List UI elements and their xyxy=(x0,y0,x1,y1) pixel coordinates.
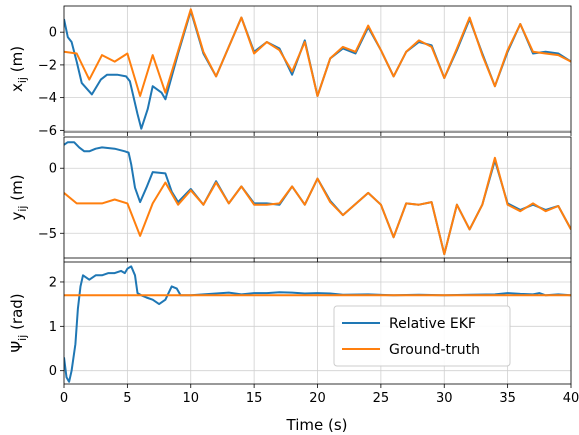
x-tick-label: 15 xyxy=(246,391,263,406)
legend-label-ekf: Relative EKF xyxy=(389,316,476,332)
x-tick-label: 35 xyxy=(499,391,516,406)
x-tick-label: 0 xyxy=(60,391,68,406)
y-axis-label: Ψij (rad) xyxy=(8,293,29,352)
x-tick-label: 25 xyxy=(373,391,390,406)
legend-frame xyxy=(333,305,511,367)
x-tick-label: 20 xyxy=(309,391,326,406)
y-tick-label: 0 xyxy=(49,364,57,379)
x-tick-label: 30 xyxy=(436,391,453,406)
panel-frame xyxy=(63,261,572,385)
x-tick-label: 40 xyxy=(563,391,579,406)
y-axis-label: xij (m) xyxy=(8,46,29,92)
y-tick-label: 2 xyxy=(49,275,57,290)
y-tick-label: 0 xyxy=(49,162,57,177)
y-tick-label: −5 xyxy=(38,227,57,242)
legend: Relative EKF Ground-truth xyxy=(333,305,511,367)
y-tick-label: 0 xyxy=(49,26,57,41)
panel-1: −6 −4 −2 0 xij (m) xyxy=(8,5,572,139)
panel-frame xyxy=(63,136,572,259)
series-ground-truth-line xyxy=(64,156,571,256)
x-tick-label: 10 xyxy=(182,391,199,406)
legend-label-gt: Ground-truth xyxy=(389,342,480,358)
y-tick-label: −4 xyxy=(38,91,57,106)
panel-2: −5 0 yij (m) xyxy=(8,136,572,262)
y-tick-label: −2 xyxy=(38,58,57,73)
x-axis-label: Time (s) xyxy=(286,416,348,434)
y-tick-label: 1 xyxy=(49,320,57,335)
y-axis-label: yij (m) xyxy=(8,174,29,220)
y-tick-label: −6 xyxy=(38,124,57,139)
x-tick-label: 5 xyxy=(123,391,131,406)
series-ground-truth-line xyxy=(64,8,571,97)
panel-frame xyxy=(63,5,572,133)
